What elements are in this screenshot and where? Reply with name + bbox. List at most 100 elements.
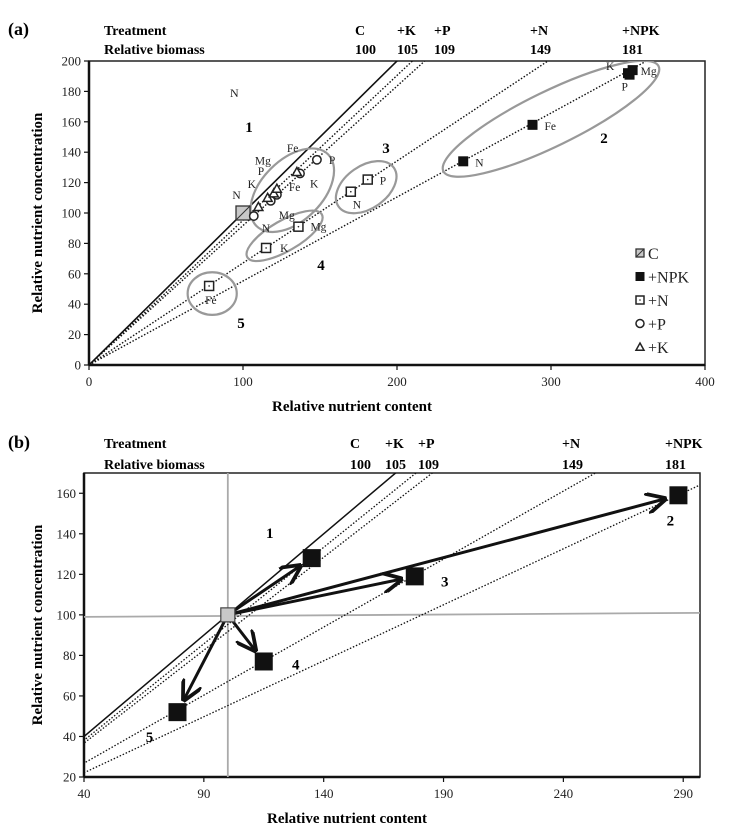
- point-label: P: [329, 155, 335, 167]
- x-tick-label: 300: [541, 374, 561, 389]
- data-point-dot: [208, 285, 210, 287]
- x-tick-label: 400: [695, 374, 715, 389]
- y-axis-label: Relative nutrient concentration: [30, 112, 46, 313]
- y-tick-label: 100: [62, 206, 82, 221]
- point-label: K: [280, 243, 289, 255]
- data-point-1: [302, 549, 321, 568]
- control-marker: [220, 607, 236, 623]
- arrow-3: [233, 579, 401, 616]
- header-treatment-plus-p: +P: [418, 437, 435, 452]
- data-point: [252, 200, 265, 212]
- plot-area: [89, 61, 661, 365]
- data-point-4: [254, 652, 273, 671]
- point-label-2: 2: [667, 513, 675, 529]
- x-tick-label: 240: [554, 786, 574, 801]
- header-treatment-plus-n: +N: [562, 437, 580, 452]
- y-tick-label: 140: [62, 145, 82, 160]
- y-tick-label: 180: [62, 84, 82, 99]
- series-plus-npk: N Fe KP Mg: [458, 61, 657, 169]
- group-label-4: 4: [317, 258, 325, 274]
- header-biomass-c: 100: [350, 458, 371, 473]
- data-point: [271, 182, 283, 194]
- header-treatment-plus-npk: +NPK: [622, 24, 660, 39]
- arrow-1: [231, 566, 300, 613]
- panel-label: (b): [8, 432, 30, 453]
- header-biomass-plus-p: 109: [434, 43, 455, 58]
- header-biomass-label: Relative biomass: [104, 43, 205, 58]
- x-tick-label: 100: [233, 374, 253, 389]
- y-tick-label: 160: [57, 486, 77, 501]
- group-label-5: 5: [237, 316, 245, 332]
- header-treatment-plus-p: +P: [434, 24, 451, 39]
- isoline-c: [89, 61, 399, 365]
- legend: C +NPK +N +P +K: [634, 246, 689, 357]
- header-biomass-plus-p: 109: [418, 458, 439, 473]
- arrow-2: [233, 499, 665, 615]
- point-label: Fe: [287, 143, 299, 155]
- point-label: Mg: [310, 222, 326, 234]
- point-label: P: [258, 166, 264, 178]
- data-point: [458, 156, 469, 167]
- group-ellipse-3: [334, 160, 398, 215]
- group-label-3: 3: [382, 141, 390, 157]
- header-treatment-plus-n: +N: [530, 24, 548, 39]
- isoline-plus-n: [84, 473, 597, 764]
- y-tick-label: 160: [62, 114, 82, 129]
- legend-label: +N: [648, 293, 669, 310]
- arrow-4: [230, 618, 255, 651]
- y-tick-label: 40: [63, 729, 76, 744]
- y-tick-label: 100: [57, 607, 77, 622]
- point-label: Fe: [205, 295, 217, 307]
- panel-label: (a): [8, 19, 29, 40]
- plot-area: [84, 473, 700, 777]
- data-point: [248, 211, 259, 221]
- point-label-4: 4: [292, 657, 300, 673]
- group-ellipse-1: [249, 147, 336, 234]
- isoline-plus-npk: [89, 61, 648, 365]
- header-biomass-c: 100: [355, 43, 376, 58]
- point-label: Mg: [641, 66, 657, 78]
- header-biomass-plus-n: 149: [562, 458, 583, 473]
- x-tick-label: 190: [434, 786, 454, 801]
- isoline-plus-npk: [84, 484, 700, 774]
- reference-line-horizontal: [84, 611, 700, 618]
- legend-marker-diag: [635, 248, 645, 258]
- y-tick-label: 80: [63, 648, 76, 663]
- y-tick-label: 60: [68, 266, 81, 281]
- legend-marker: [635, 318, 645, 329]
- y-tick-label: 140: [57, 526, 77, 541]
- x-axis-label: Relative nutrient content: [272, 399, 432, 415]
- point-label: K: [310, 178, 319, 190]
- isoline-plus-p: [84, 473, 434, 744]
- data-point-dot: [366, 178, 369, 181]
- header-biomass-plus-npk: 181: [665, 458, 686, 473]
- point-label: Fe: [545, 121, 557, 133]
- header-treatment-plus-k: +K: [385, 437, 404, 452]
- data-point: [291, 165, 303, 177]
- x-tick-label: 140: [314, 786, 334, 801]
- point-label-3: 3: [441, 574, 449, 590]
- point-label: K: [606, 61, 615, 73]
- y-tick-label: 20: [68, 327, 81, 342]
- group-ellipse-2: [441, 61, 661, 178]
- header-treatment-plus-npk: +NPK: [665, 437, 703, 452]
- x-tick-label: 90: [197, 786, 210, 801]
- header-treatment-label: Treatment: [104, 437, 167, 452]
- point-label: K: [248, 179, 257, 191]
- group-ellipse-4: [245, 209, 324, 263]
- plot-frame: [88, 60, 706, 366]
- header-biomass-plus-k: 105: [385, 458, 406, 473]
- data-point-2: [669, 486, 688, 505]
- data-point-dot: [297, 225, 300, 228]
- data-point-diag: [235, 205, 251, 221]
- legend-label: +P: [648, 317, 666, 334]
- legend-label: +NPK: [648, 270, 689, 287]
- data-point: [311, 154, 322, 165]
- group-label-1: 1: [245, 120, 253, 136]
- point-label: Mg: [255, 156, 271, 168]
- legend-label: +K: [648, 340, 669, 357]
- legend-marker-dot: [639, 299, 641, 301]
- y-tick-label: 200: [62, 54, 82, 69]
